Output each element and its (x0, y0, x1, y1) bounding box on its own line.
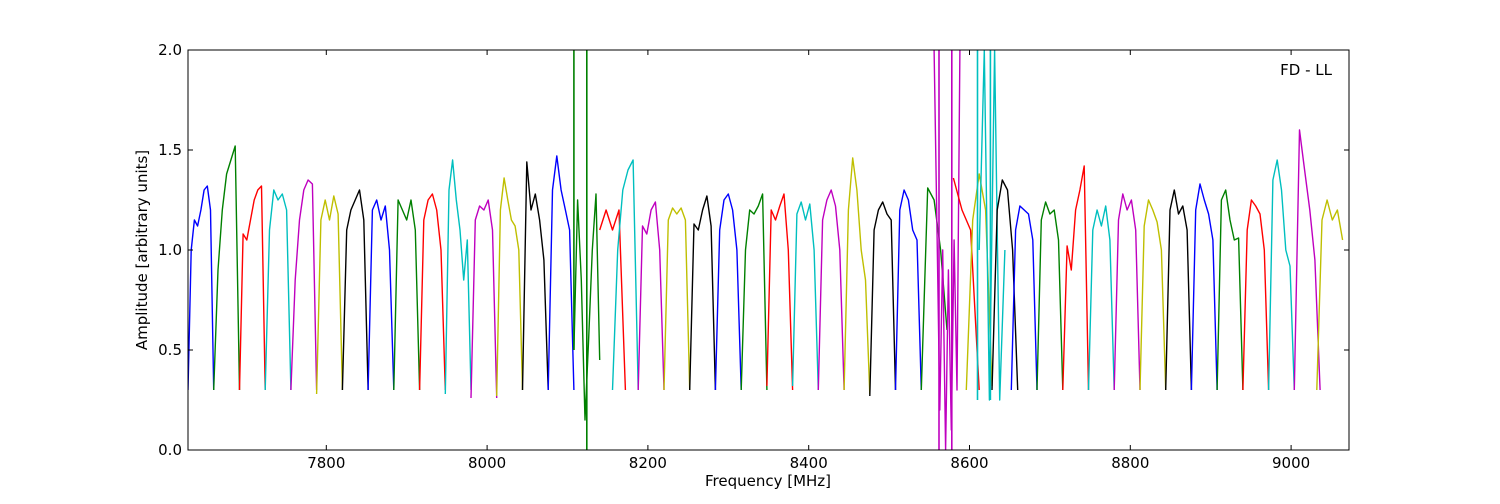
channel-line-44 (1216, 189, 1244, 391)
channel-line-3 (238, 185, 266, 391)
channel-line-20 (663, 207, 691, 391)
channel-line-7 (341, 189, 369, 391)
channel-line-32 (952, 177, 980, 391)
channel-line-24 (766, 193, 794, 391)
channel-line-5 (290, 179, 318, 391)
channel-line-8 (367, 199, 395, 391)
y-axis: 0.0 0.5 1.0 1.5 2.0 (158, 41, 1349, 459)
x-tick-label: 8400 (790, 454, 828, 472)
y-tick-label: 0.0 (158, 441, 182, 459)
x-axis: 7800 8000 8200 8400 8600 8800 9000 (307, 50, 1310, 472)
x-tick-label: 7800 (307, 454, 345, 472)
y-axis-label: Amplitude [arbitrary units] (133, 150, 151, 350)
channel-line-34 (978, 50, 1006, 401)
x-tick-label: 8600 (950, 454, 988, 472)
channel-line-45 (1242, 199, 1270, 391)
y-tick-label: 0.5 (158, 341, 182, 359)
channel-line-10 (418, 193, 446, 391)
channel-line-1 (188, 185, 215, 391)
channel-line-37 (1036, 201, 1064, 391)
channel-line-19 (637, 201, 665, 391)
y-tick-label: 1.0 (158, 241, 182, 259)
channel-line-28 (869, 201, 897, 397)
channel-line-14 (521, 161, 549, 391)
channel-line-48 (1316, 199, 1344, 391)
channel-line-23 (740, 193, 768, 391)
channel-line-29 (894, 189, 922, 391)
chart-annotation: FD - LL (1280, 61, 1332, 79)
channel-line-13 (496, 177, 524, 397)
x-tick-label: 8800 (1111, 454, 1149, 472)
channel-line-40 (1113, 193, 1141, 391)
channel-line-42 (1165, 189, 1193, 391)
plot-frame (187, 49, 1350, 451)
series-layer (188, 50, 1344, 450)
x-tick-label: 8000 (468, 454, 506, 472)
channel-line-41 (1139, 199, 1167, 391)
y-tick-label: 1.5 (158, 141, 182, 159)
channel-line-18 (611, 159, 639, 391)
channel-line-9 (393, 199, 421, 391)
channel-line-39 (1087, 205, 1115, 391)
channel-line-27 (843, 157, 871, 395)
channel-line-22 (714, 193, 742, 391)
channel-line-26 (817, 189, 845, 391)
channel-line-31 (933, 50, 961, 450)
channel-line-25 (791, 201, 819, 391)
channel-line-15 (547, 155, 575, 391)
channel-line-38 (1062, 165, 1090, 391)
channel-line-6 (315, 195, 344, 395)
channel-line-36 (1010, 205, 1038, 391)
channel-line-35 (991, 179, 1019, 391)
x-axis-label: Frequency [MHz] (705, 472, 831, 490)
channel-line-12 (470, 199, 498, 399)
channel-line-2 (213, 145, 241, 391)
y-tick-label: 2.0 (158, 41, 182, 59)
channel-line-21 (689, 195, 717, 391)
x-tick-label: 8200 (629, 454, 667, 472)
channel-line-47 (1293, 129, 1321, 391)
channel-line-4 (264, 189, 292, 391)
channel-line-17 (599, 209, 627, 391)
channel-line-46 (1267, 159, 1295, 391)
x-tick-label: 9000 (1272, 454, 1310, 472)
channel-line-43 (1190, 183, 1218, 391)
channel-line-11 (444, 159, 472, 395)
